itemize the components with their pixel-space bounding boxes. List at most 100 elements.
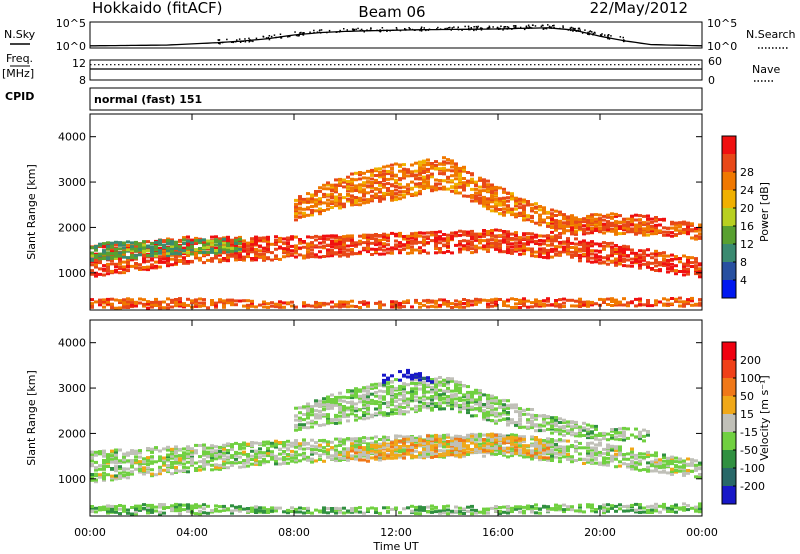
range-gate-cell: [150, 251, 154, 254]
range-gate-cell: [350, 181, 354, 185]
range-gate-cell: [534, 233, 538, 237]
range-gate-cell: [406, 371, 410, 375]
range-gate-cell: [282, 458, 286, 461]
range-gate-cell: [670, 472, 674, 476]
range-gate-cell: [354, 186, 358, 189]
range-gate-cell: [630, 459, 634, 463]
range-gate-cell: [378, 412, 382, 416]
range-gate-cell: [450, 251, 454, 255]
range-gate-cell: [390, 400, 394, 404]
range-gate-cell: [242, 299, 246, 303]
range-gate-cell: [630, 450, 634, 454]
range-gate-cell: [334, 448, 338, 452]
range-gate-cell: [110, 247, 114, 251]
range-gate-cell: [346, 199, 350, 203]
range-gate-cell: [238, 257, 242, 261]
range-gate-cell: [110, 457, 114, 461]
range-gate-cell: [402, 172, 406, 176]
range-gate-cell: [470, 432, 474, 436]
range-gate-cell: [542, 208, 546, 212]
range-gate-cell: [426, 452, 430, 456]
range-gate-cell: [330, 245, 334, 249]
search-count-point: [436, 28, 438, 30]
range-gate-cell: [554, 302, 558, 305]
range-gate-cell: [310, 241, 314, 245]
range-gate-cell: [562, 229, 566, 233]
range-gate-cell: [262, 461, 266, 465]
range-gate-cell: [354, 393, 358, 396]
range-gate-cell: [442, 243, 446, 247]
range-gate-cell: [214, 451, 218, 454]
range-gate-cell: [178, 469, 182, 473]
range-gate-cell: [102, 459, 106, 462]
range-gate-cell: [618, 252, 622, 256]
range-gate-cell: [226, 455, 230, 459]
range-gate-cell: [398, 402, 402, 406]
range-gate-cell: [322, 303, 326, 307]
range-gate-cell: [574, 424, 578, 428]
range-gate-cell: [354, 387, 358, 391]
range-gate-cell: [646, 226, 650, 230]
range-gate-cell: [538, 438, 542, 442]
range-gate-cell: [478, 390, 482, 394]
search-count-point: [339, 29, 341, 32]
range-gate-cell: [438, 237, 442, 241]
range-gate-cell: [394, 178, 398, 182]
range-gate-cell: [474, 194, 478, 198]
range-gate-cell: [390, 192, 394, 196]
range-gate-cell: [522, 435, 526, 439]
range-gate-cell: [586, 423, 590, 427]
search-count-point: [480, 29, 483, 31]
range-gate-cell: [186, 297, 190, 301]
range-gate-cell: [158, 469, 162, 473]
range-gate-cell: [450, 159, 454, 163]
range-gate-cell: [626, 436, 630, 440]
range-gate-cell: [542, 255, 546, 259]
range-gate-cell: [166, 455, 170, 459]
range-gate-cell: [274, 443, 278, 447]
range-gate-cell: [298, 426, 302, 430]
range-gate-cell: [502, 407, 506, 410]
range-gate-cell: [310, 252, 314, 256]
range-gate-cell: [222, 239, 226, 243]
search-count-point: [600, 34, 602, 36]
range-gate-cell: [298, 195, 302, 199]
range-gate-cell: [254, 458, 258, 462]
range-gate-cell: [294, 198, 298, 202]
range-gate-cell: [302, 418, 306, 422]
search-count-point: [473, 26, 475, 28]
range-gate-cell: [230, 447, 234, 451]
range-gate-cell: [626, 452, 630, 456]
range-gate-cell: [606, 460, 610, 464]
range-gate-cell: [366, 180, 370, 184]
range-gate-cell: [690, 261, 694, 265]
range-gate-cell: [442, 445, 446, 449]
range-gate-cell: [250, 237, 254, 241]
range-gate-cell: [674, 469, 678, 472]
range-gate-cell: [502, 436, 506, 440]
range-gate-cell: [330, 194, 334, 198]
range-gate-cell: [586, 436, 590, 440]
range-gate-cell: [118, 473, 122, 477]
range-gate-cell: [658, 218, 662, 222]
range-gate-cell: [570, 246, 574, 249]
range-gate-cell: [406, 234, 410, 238]
range-gate-cell: [426, 158, 430, 162]
range-gate-cell: [122, 458, 126, 462]
range-gate-cell: [650, 252, 654, 256]
range-gate-cell: [530, 240, 534, 244]
range-gate-cell: [370, 383, 374, 387]
range-gate-cell: [594, 219, 598, 223]
range-gate-cell: [358, 239, 362, 243]
range-gate-cell: [298, 201, 302, 205]
range-gate-cell: [598, 223, 602, 227]
range-gate-cell: [182, 458, 186, 462]
range-gate-cell: [330, 457, 334, 461]
range-gate-cell: [658, 268, 662, 272]
range-gate-cell: [158, 455, 162, 459]
range-gate-cell: [98, 272, 102, 276]
range-gate-cell: [582, 224, 586, 228]
range-gate-cell: [114, 456, 118, 460]
range-gate-cell: [490, 445, 494, 449]
range-gate-cell: [654, 229, 658, 233]
